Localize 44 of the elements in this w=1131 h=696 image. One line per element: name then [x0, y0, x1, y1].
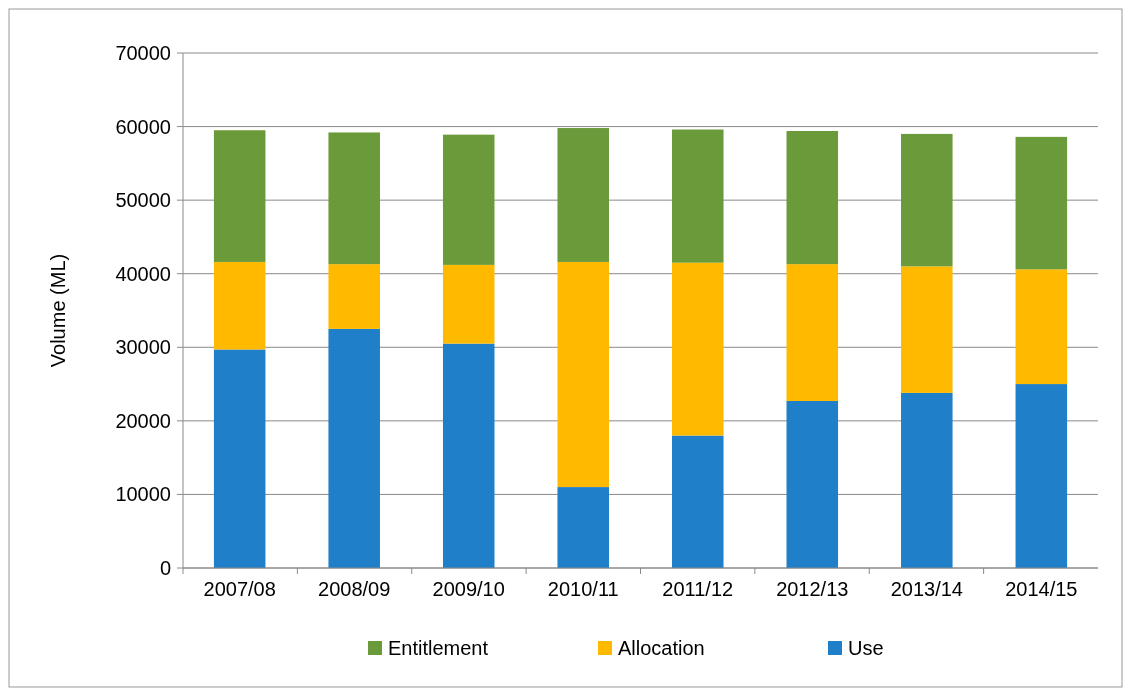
bar: [442, 264, 495, 344]
bar: [671, 262, 724, 436]
bar: [213, 349, 266, 568]
bar: [557, 487, 610, 568]
x-tick-label: 2011/12: [662, 578, 734, 600]
x-tick-label: 2013/14: [890, 578, 963, 600]
y-tick-label: 0: [159, 557, 171, 579]
bar: [901, 133, 953, 267]
bar: [671, 129, 724, 263]
y-tick-label: 70000: [115, 42, 171, 64]
x-tick-label: 2010/11: [547, 578, 619, 600]
y-tick-label: 50000: [115, 189, 171, 212]
bar: [901, 392, 953, 568]
bar: [213, 261, 266, 350]
bar: [1015, 269, 1068, 385]
x-tick-label: 2007/08: [203, 578, 276, 600]
bar: [786, 264, 839, 401]
bar: [1015, 136, 1068, 270]
legend-label: Allocation: [618, 637, 705, 659]
y-tick-label: 40000: [115, 262, 171, 285]
x-tick-label: 2012/13: [776, 578, 849, 600]
bar: [786, 400, 839, 568]
y-axis-title: Volume (ML): [47, 253, 69, 368]
bar: [328, 328, 380, 568]
bar: [328, 264, 380, 329]
y-tick-label: 60000: [115, 115, 171, 138]
legend-label: Use: [848, 637, 884, 659]
bar: [786, 130, 839, 265]
bar: [901, 266, 953, 393]
x-tick-label: 2009/10: [432, 578, 505, 600]
x-tick-label: 2014/15: [1005, 578, 1078, 600]
y-tick-label: 20000: [115, 409, 171, 432]
bar: [557, 261, 610, 488]
bar: [557, 128, 610, 262]
bar: [442, 343, 495, 568]
bar: [328, 132, 380, 265]
bar: [442, 134, 495, 265]
y-tick-label: 10000: [115, 483, 171, 506]
y-tick-label: 30000: [115, 336, 171, 359]
x-tick-label: 2008/09: [318, 578, 391, 600]
bar: [213, 130, 266, 262]
legend-label: Entitlement: [388, 637, 489, 659]
bar: [671, 435, 724, 568]
bar: [1015, 384, 1068, 568]
